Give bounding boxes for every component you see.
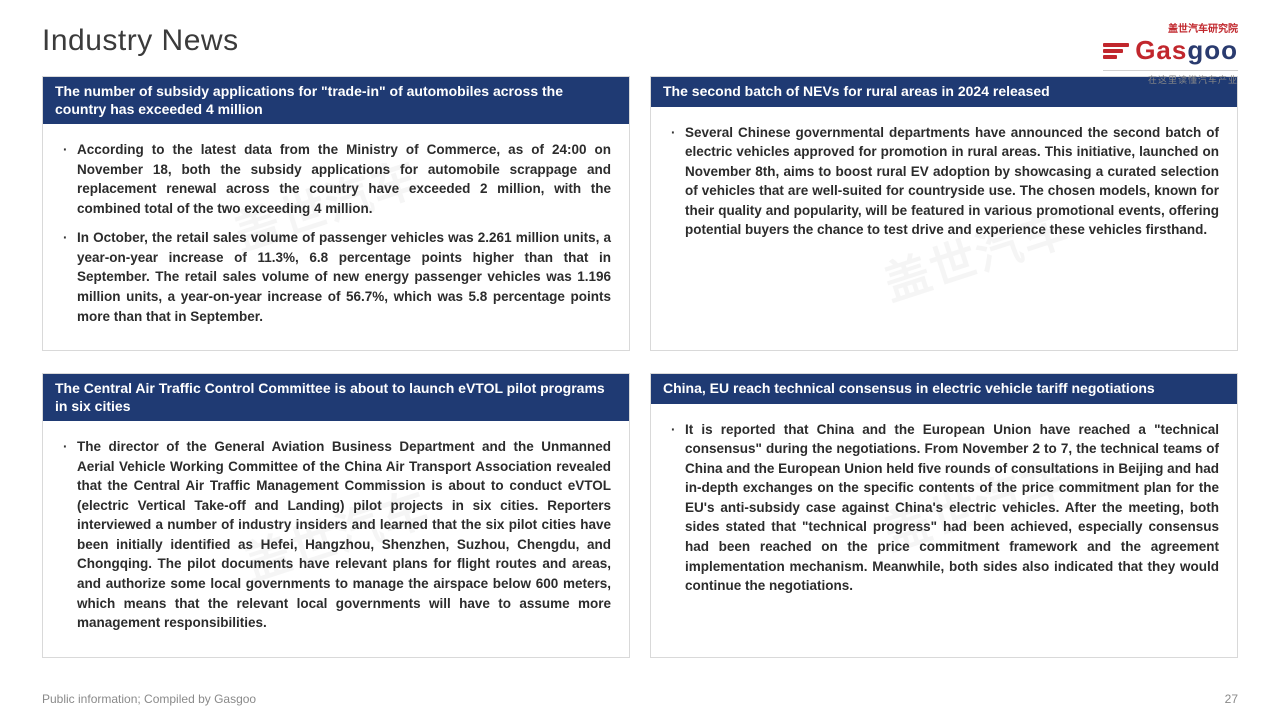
bullet-item: The director of the General Aviation Bus… (61, 437, 611, 633)
logo-part-red: Gas (1135, 35, 1187, 65)
slide: 盖世汽车 盖世汽车 盖世汽车 盖世汽车 盖世汽车研究院 Gasgoo 在这里读懂… (0, 0, 1280, 720)
card-body: The director of the General Aviation Bus… (43, 421, 629, 657)
news-card-2: The second batch of NEVs for rural areas… (650, 76, 1238, 351)
logo-bars-icon (1103, 43, 1129, 59)
page-number: 27 (1225, 692, 1238, 706)
news-grid: The number of subsidy applications for "… (42, 76, 1238, 658)
news-card-3: The Central Air Traffic Control Committe… (42, 373, 630, 658)
card-body: According to the latest data from the Mi… (43, 124, 629, 350)
brand-logo: 盖世汽车研究院 Gasgoo 在这里读懂汽车产业 (1103, 18, 1238, 86)
bullet-item: Several Chinese governmental departments… (669, 123, 1219, 240)
bullet-item: According to the latest data from the Mi… (61, 140, 611, 218)
card-header: China, EU reach technical consensus in e… (651, 374, 1237, 404)
news-card-4: China, EU reach technical consensus in e… (650, 373, 1238, 658)
card-header: The Central Air Traffic Control Committe… (43, 374, 629, 421)
bullet-item: In October, the retail sales volume of p… (61, 228, 611, 326)
card-header: The number of subsidy applications for "… (43, 77, 629, 124)
footer: Public information; Compiled by Gasgoo 2… (42, 692, 1238, 706)
logo-divider (1103, 70, 1238, 71)
card-body: Several Chinese governmental departments… (651, 107, 1237, 264)
logo-part-blue: goo (1187, 35, 1238, 65)
logo-wordmark: Gasgoo (1135, 35, 1238, 66)
footer-source: Public information; Compiled by Gasgoo (42, 692, 256, 706)
page-title: Industry News (42, 24, 1238, 58)
logo-tagline: 在这里读懂汽车产业 (1103, 73, 1238, 86)
news-card-1: The number of subsidy applications for "… (42, 76, 630, 351)
bullet-item: It is reported that China and the Europe… (669, 420, 1219, 596)
logo-cn-text: 盖世汽车研究院 (1103, 20, 1238, 35)
card-body: It is reported that China and the Europe… (651, 404, 1237, 620)
